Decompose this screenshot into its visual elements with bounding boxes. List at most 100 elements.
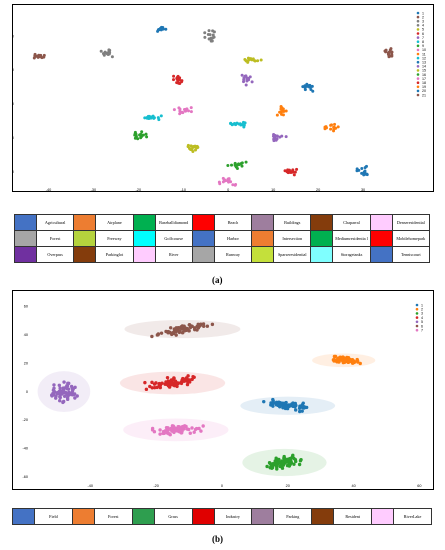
data-point [172, 376, 176, 380]
legend-swatch [191, 508, 215, 525]
legend-entry: 5 [421, 320, 423, 324]
data-point [185, 427, 190, 431]
data-point [180, 431, 184, 435]
legend-entry: 5 [422, 28, 424, 32]
data-point [134, 134, 138, 138]
data-point [244, 83, 248, 87]
legend-marker [415, 328, 419, 332]
data-point [62, 394, 67, 398]
series-6 [124, 319, 241, 339]
data-point [159, 114, 163, 118]
data-point [190, 426, 194, 430]
legend-entry: 13 [422, 61, 426, 65]
data-point [363, 166, 367, 170]
data-point [201, 322, 206, 326]
data-point [340, 357, 344, 362]
series-5 [37, 371, 91, 412]
legend-class-label: Grass [153, 508, 193, 525]
data-point [172, 108, 176, 112]
legend-class-label: Chaparral [332, 214, 371, 231]
data-point [297, 409, 302, 414]
data-point [197, 426, 201, 431]
data-point [240, 164, 244, 168]
data-point [284, 109, 288, 113]
legend-marker [416, 60, 420, 64]
x-tick-label: 40 [351, 484, 355, 488]
data-point [300, 409, 304, 413]
legend-swatch [191, 246, 215, 263]
legend-marker [416, 65, 420, 68]
legend-table-a: Agricultural Airplane Baseballdiamond Beach… [14, 214, 431, 263]
data-point [332, 125, 336, 129]
series-6 [172, 74, 184, 85]
data-point [251, 57, 255, 61]
data-point [150, 380, 154, 385]
series-10 [172, 106, 193, 116]
x-tick-label: 0 [227, 188, 229, 191]
data-point [178, 107, 182, 111]
legend-marker [416, 69, 420, 72]
legend-entry: 2 [422, 15, 424, 19]
data-point [229, 122, 233, 126]
x-tick-label: 60 [417, 484, 421, 488]
legend-swatch [14, 230, 37, 247]
data-point [188, 380, 192, 384]
data-point [250, 80, 254, 84]
data-point [275, 137, 279, 141]
data-point [217, 180, 221, 184]
series-18 [283, 167, 299, 177]
legend-class-label: Parkinglot [95, 246, 134, 263]
data-point [297, 462, 302, 467]
legend-marker [416, 48, 420, 52]
legend-entry: 14 [422, 65, 426, 69]
legend-class-label: Sparseresidential [273, 246, 312, 263]
data-point [288, 462, 292, 467]
data-point [207, 37, 211, 41]
data-point [66, 381, 70, 385]
legend-marker [415, 316, 419, 319]
data-point [156, 29, 160, 33]
series-11 [275, 105, 288, 117]
y-tick-label: 40 [24, 333, 28, 337]
data-point [185, 382, 190, 387]
data-point [291, 453, 295, 458]
legend-swatch [73, 230, 97, 247]
legend-entry: 16 [422, 73, 426, 77]
legend-entry: 4 [422, 24, 424, 28]
data-point [179, 325, 183, 329]
data-point [186, 145, 190, 149]
legend-class-label: Airplane [95, 214, 134, 231]
data-point [164, 380, 168, 384]
data-point [156, 332, 161, 336]
legend-swatch [251, 214, 275, 231]
legend-swatch [191, 214, 215, 231]
legend-class-label: Storagetanks [332, 246, 371, 263]
legend-class-label: Denseresidential [391, 214, 431, 231]
data-point [177, 329, 182, 333]
data-point [172, 78, 176, 82]
data-point [324, 126, 328, 130]
data-point [73, 396, 77, 400]
data-point [280, 401, 285, 405]
legend-swatch [14, 246, 37, 263]
data-point [293, 170, 297, 174]
data-point [277, 400, 281, 404]
data-point [333, 354, 338, 359]
legend-swatch [132, 246, 156, 263]
data-point [59, 392, 64, 396]
data-point [211, 29, 215, 33]
data-point [355, 359, 360, 363]
legend-entry: 3 [421, 312, 423, 316]
data-point [300, 404, 305, 408]
data-point [303, 88, 307, 92]
series-17 [217, 176, 238, 187]
y-tick-label: 20 [24, 361, 28, 365]
legend-swatch [14, 214, 37, 231]
data-point [242, 80, 246, 84]
data-point [247, 58, 251, 62]
data-point [180, 424, 185, 429]
y-tick-label: 0 [26, 390, 28, 394]
data-point [152, 430, 157, 434]
legend-marker [416, 73, 420, 76]
